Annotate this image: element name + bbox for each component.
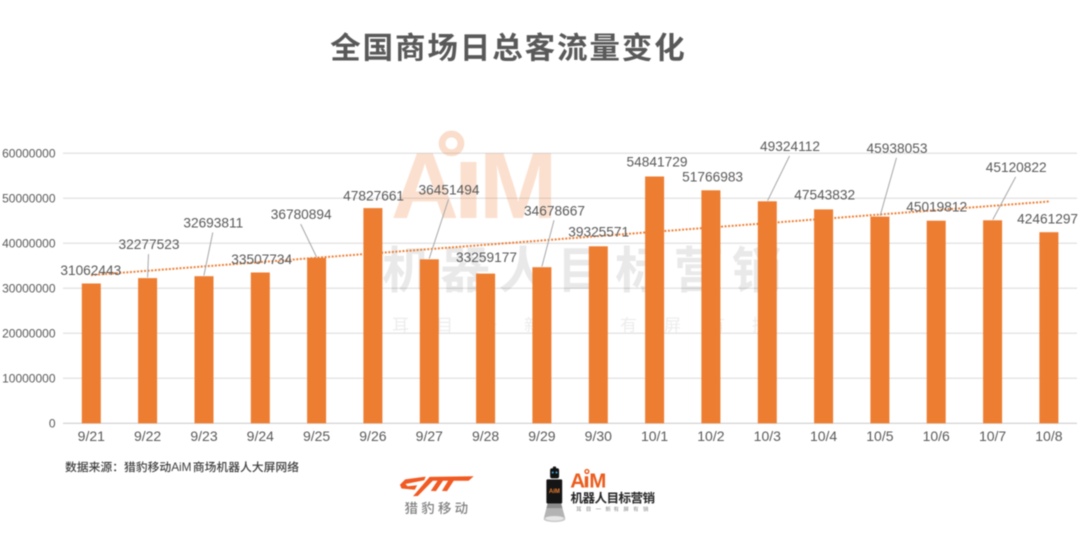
svg-text:M: M: [589, 469, 606, 492]
svg-text:34678667: 34678667: [524, 203, 585, 218]
svg-text:10/3: 10/3: [754, 428, 781, 444]
svg-text:30000000: 30000000: [2, 282, 56, 296]
svg-text:10000000: 10000000: [2, 372, 56, 386]
svg-text:M: M: [479, 133, 557, 238]
svg-text:45938053: 45938053: [867, 141, 928, 156]
svg-text:32277523: 32277523: [119, 237, 180, 252]
svg-text:10/8: 10/8: [1035, 428, 1062, 444]
svg-text:45120822: 45120822: [986, 160, 1047, 175]
svg-text:47543832: 47543832: [794, 187, 855, 202]
svg-text:36451494: 36451494: [419, 183, 480, 198]
svg-text:45019812: 45019812: [906, 200, 967, 215]
svg-text:32693811: 32693811: [183, 216, 243, 231]
svg-text:40000000: 40000000: [2, 237, 56, 251]
svg-text:10/1: 10/1: [641, 428, 668, 444]
svg-text:9/28: 9/28: [472, 428, 499, 444]
svg-text:39325571: 39325571: [568, 224, 629, 239]
svg-text:9/23: 9/23: [190, 428, 217, 444]
svg-text:AiM: AiM: [549, 489, 560, 495]
svg-text:60000000: 60000000: [2, 147, 56, 161]
svg-text:9/25: 9/25: [303, 428, 330, 444]
svg-text:47827661: 47827661: [343, 189, 404, 204]
svg-text:51766983: 51766983: [682, 169, 743, 184]
svg-text:20000000: 20000000: [2, 327, 56, 341]
svg-text:10/4: 10/4: [810, 428, 837, 444]
svg-text:10/6: 10/6: [923, 428, 950, 444]
svg-text:49324112: 49324112: [760, 139, 820, 154]
svg-text:A: A: [391, 133, 459, 238]
svg-text:31062443: 31062443: [60, 263, 121, 278]
svg-text:9/27: 9/27: [416, 428, 443, 444]
svg-text:9/24: 9/24: [247, 428, 274, 444]
svg-text:33507734: 33507734: [231, 252, 292, 267]
svg-text:33259177: 33259177: [456, 250, 517, 265]
svg-text:9/26: 9/26: [359, 428, 386, 444]
svg-text:42461297: 42461297: [1017, 212, 1078, 227]
svg-text:A: A: [570, 469, 585, 492]
svg-text:0: 0: [49, 417, 56, 431]
svg-text:10/7: 10/7: [979, 428, 1006, 444]
svg-text:9/22: 9/22: [134, 428, 161, 444]
svg-text:9/29: 9/29: [528, 428, 555, 444]
svg-text:10/5: 10/5: [866, 428, 893, 444]
svg-text:54841729: 54841729: [627, 155, 688, 170]
svg-text:50000000: 50000000: [2, 192, 56, 206]
svg-text:9/21: 9/21: [78, 428, 105, 444]
svg-text:9/30: 9/30: [585, 428, 612, 444]
svg-text:10/2: 10/2: [697, 428, 724, 444]
svg-text:AiM: AiM: [171, 460, 191, 474]
svg-text:36780894: 36780894: [271, 207, 332, 222]
